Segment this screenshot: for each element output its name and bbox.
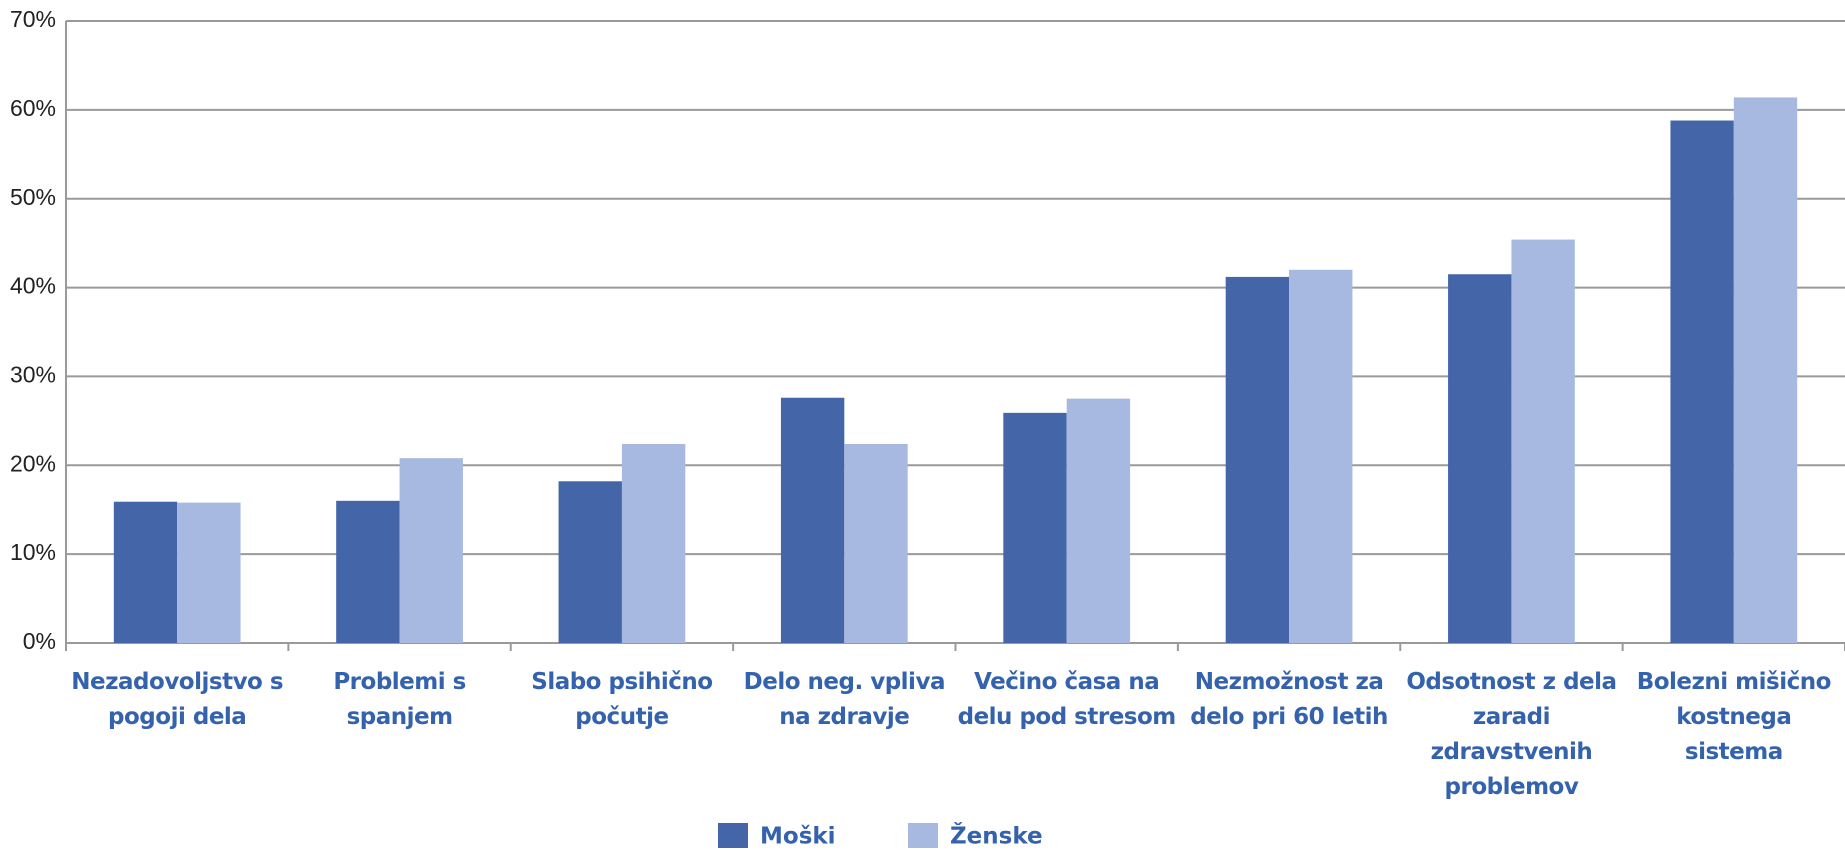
y-tick-label: 40%	[10, 273, 56, 299]
x-tick-label: Problemi s spanjem	[333, 669, 466, 730]
x-tick-label: Nezmožnost za delo pri 60 letih	[1190, 669, 1388, 730]
bar	[1511, 239, 1575, 644]
bar	[558, 481, 622, 643]
bar	[1066, 398, 1131, 643]
bar	[336, 500, 400, 643]
y-tick-label: 20%	[10, 450, 56, 476]
x-tick-label: Bolezni mišično kostnega sistema	[1636, 669, 1832, 765]
x-tick-label: Delo neg. vpliva na zdravje	[743, 669, 946, 730]
bar	[1289, 269, 1353, 643]
y-tick-label: 30%	[10, 362, 56, 388]
bar	[844, 443, 908, 643]
x-tick-label: Večino časa na delu pod stresom	[957, 669, 1177, 730]
y-tick-label: 10%	[10, 539, 56, 565]
legend-swatch	[718, 823, 748, 848]
y-tick-label: 0%	[23, 628, 56, 654]
y-tick-label: 70%	[10, 6, 56, 32]
bar	[177, 502, 241, 643]
y-tick-label: 50%	[10, 184, 56, 210]
bar	[399, 458, 463, 643]
legend-swatch	[908, 823, 938, 848]
bar	[780, 397, 845, 643]
x-tick-label: Slabo psihično počutje	[531, 669, 713, 730]
y-tick-label: 60%	[10, 95, 56, 121]
bar	[1225, 276, 1290, 643]
legend-label: Ženske	[950, 822, 1043, 850]
x-tick-label: Odsotnost z dela zaradi zdravstvenih pro…	[1406, 669, 1617, 800]
bar	[113, 501, 178, 643]
bar	[1670, 120, 1734, 643]
bar	[1733, 97, 1798, 644]
bar	[1003, 412, 1067, 643]
bar	[621, 443, 686, 643]
legend-label: Moški	[760, 824, 836, 850]
bar	[1448, 274, 1512, 643]
x-tick-label: Nezadovoljstvo s pogoji dela	[71, 669, 284, 730]
